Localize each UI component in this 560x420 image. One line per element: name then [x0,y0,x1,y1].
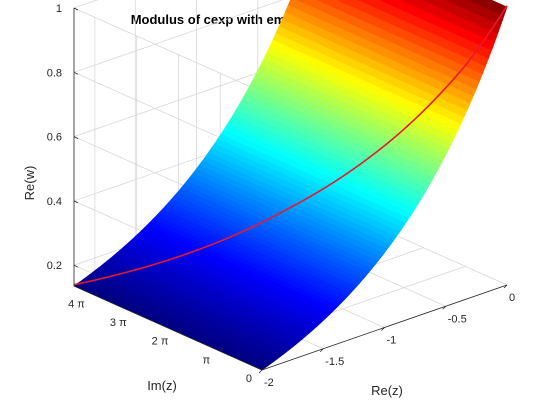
y-tick-label: 2 π [152,336,169,348]
path-line [73,5,508,286]
x-tick-label: 0 [509,292,515,304]
y-tick-label: π [203,354,211,366]
z-tick-label: 0.6 [47,132,62,144]
y-axis-label: Im(z) [147,378,177,393]
surface-strip [357,0,493,59]
surface-strip [287,0,480,90]
y-tick-mark [136,310,140,315]
z-tick-label: 0.4 [47,196,62,208]
surface-strip [400,0,499,43]
surface-strip [378,0,496,51]
y-tick-mark [261,366,266,371]
z-tick-label: 1 [56,3,62,15]
surface-strip [296,0,483,82]
y-tick-mark [94,292,99,296]
x-tick-mark [442,305,447,310]
z-tick-label: 0.8 [47,67,62,79]
z-tick-mark [73,71,79,75]
y-tick-label: 3 π [110,317,127,329]
y-tick-label: 0 [246,373,252,385]
y-tick-mark [219,348,224,352]
x-tick-label: -1 [387,335,397,347]
surface-strip [316,0,486,75]
surface [73,0,508,371]
surface-strip [467,0,508,17]
z-tick-mark [73,7,79,11]
x-axis-label: Re(z) [371,383,403,398]
z-tick-mark [73,264,79,268]
y-tick-mark [178,329,182,333]
surface-strip [336,0,490,67]
axes: 0.2 0.4 0.6 0.8 1 -2 -1.5 -1 -0.5 0 0 π 2 π 3 π 4 π [47,3,515,389]
x-tick-mark [381,327,385,331]
surface-strip [422,0,502,34]
surface-strip [444,0,505,26]
x-tick-label: -0.5 [448,313,467,325]
x-tick-label: -2 [264,377,274,389]
x-tick-label: -1.5 [325,356,344,368]
x-tick-mark [319,348,324,353]
y-axis-line [73,285,263,371]
z-axis-label: Re(w) [22,166,37,201]
x-tick-mark [503,284,508,289]
x-tick-mark [258,369,263,374]
embedded-path [73,5,508,286]
z-tick-mark [73,200,79,204]
y-tick-label: 4 π [68,298,85,310]
z-tick-label: 0.2 [47,260,62,272]
z-tick-mark [73,136,79,139]
